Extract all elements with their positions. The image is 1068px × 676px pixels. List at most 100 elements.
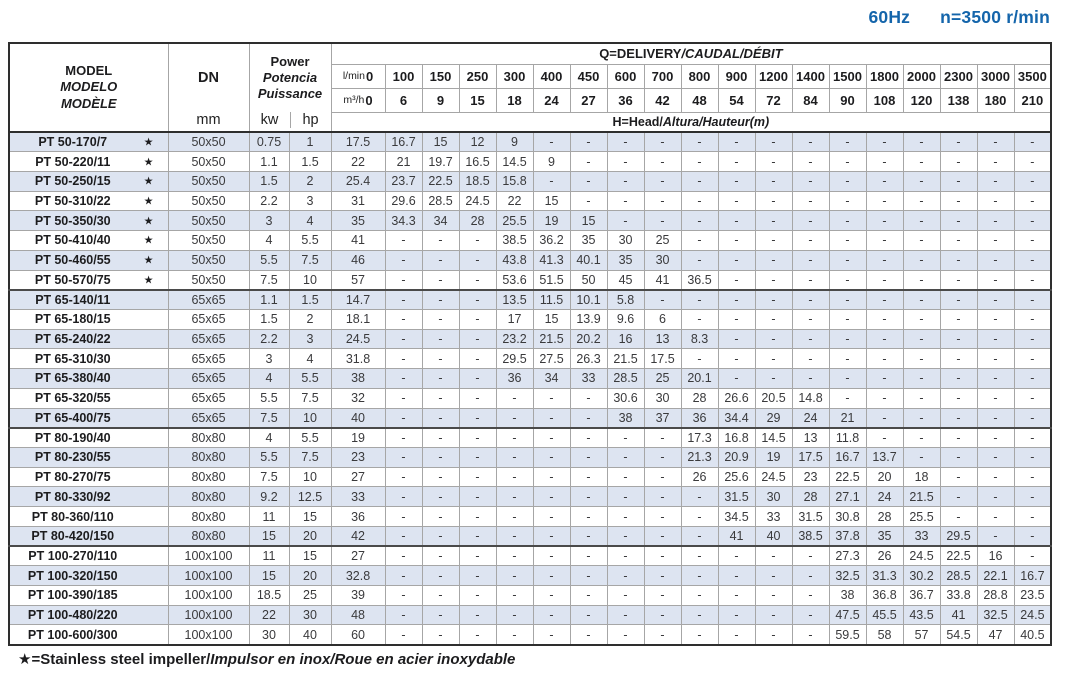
hp-cell: 10 [288, 269, 332, 291]
head-value-cell: - [717, 348, 756, 370]
table-row: PT 50-410/40 ★ 50x50 4 5.5 41- - -38.5 36.2 35 30 2… [8, 230, 1052, 251]
head-value-cell: - [384, 506, 423, 527]
head-value-cell: - [976, 170, 1015, 192]
head-value-cell: - [569, 466, 608, 488]
head-value-cell: - [754, 368, 793, 389]
dn-cell: 50x50 [167, 170, 250, 192]
table-row: PT 65-140/11 65x65 1.1 1.5 14.7- - -13.5 11.5 10… [8, 288, 1052, 310]
head-value-cell: - [569, 151, 608, 172]
m3h-row: m³/h 0 6 9 15 18 24 27 36 42 48 54 72 84 90 108 120 138 1… [9, 87, 1052, 113]
head-value-cell: - [1013, 328, 1052, 350]
head-value-cell: 15 [421, 131, 460, 153]
head-value-cell: - [902, 328, 941, 350]
lmin-zero-cell: l/min 0 [330, 63, 386, 89]
head-value-cell: - [717, 368, 756, 389]
head-value-cell: 31.5 [791, 506, 830, 527]
head-value-cell: - [865, 249, 904, 271]
model-name: PT 100-390/185 [27, 588, 118, 603]
head-value-cell: 8.3 [680, 328, 719, 350]
head-value-cell: 58 [865, 624, 904, 646]
dn-cell: 100x100 [167, 565, 250, 587]
head-value-cell: - [717, 308, 756, 330]
model-name: PT 50-220/11 [35, 154, 111, 169]
model-cell: PT 100-270/110 [8, 545, 169, 567]
lmin-row: l/min 0 100 150 250 300 400 450 600 700 800 900 120… [9, 63, 1052, 89]
hp-cell: 1.5 [288, 151, 332, 172]
head-value-cell: 32 [330, 387, 386, 409]
kw-cell: 0.75 [248, 131, 290, 153]
head-value-cell: - [1013, 151, 1052, 172]
head-value-cell: - [1013, 525, 1052, 547]
head-value-cell: 40 [330, 407, 386, 429]
head-value-cell: 16.7 [1013, 565, 1052, 587]
head-value-cell: - [458, 525, 497, 547]
head-value-cell: - [569, 387, 608, 409]
dn-cell: 80x80 [167, 486, 250, 508]
kw-cell: 3 [248, 348, 290, 370]
head-value-cell: - [939, 348, 978, 370]
head-value-cell: 24.5 [1013, 604, 1052, 626]
model-cell: PT 100-390/185 [8, 585, 169, 606]
model-name: PT 100-270/110 [28, 549, 118, 564]
flow-value-header: 90 [828, 87, 867, 113]
head-value-cell: - [791, 170, 830, 192]
hp-cell: 25 [288, 585, 332, 606]
head-value-cell: - [421, 426, 460, 448]
head-value-cell: 48 [330, 604, 386, 626]
head-value-cell: 33 [902, 525, 941, 547]
flow-value-header: 300 [495, 63, 534, 89]
head-value-cell: - [976, 249, 1015, 271]
head-label: H=Head/ [612, 114, 663, 129]
delivery-label-translated: /CAUDAL/DÉBIT [681, 46, 783, 62]
head-value-cell: 19.7 [421, 151, 460, 172]
head-value-cell: 29.5 [939, 525, 978, 547]
head-value-cell: 26 [680, 466, 719, 488]
hp-cell: 10 [288, 407, 332, 429]
head-value-cell: 22 [330, 151, 386, 172]
head-value-cell: 20.1 [680, 368, 719, 389]
head-value-cell: 6 [643, 308, 682, 330]
head-value-cell: 29 [754, 407, 793, 429]
head-value-cell: - [1013, 308, 1052, 330]
flow-value-header: 108 [865, 87, 904, 113]
head-value-cell: 33 [330, 486, 386, 508]
flow-value-header: 72 [754, 87, 793, 113]
head-value-cell: - [939, 131, 978, 153]
head-value-cell: 23.2 [495, 328, 534, 350]
head-value-cell: - [680, 545, 719, 567]
stainless-impeller-star-icon: ★ [143, 195, 154, 208]
head-value-cell: 20.5 [754, 387, 793, 409]
table-row: PT 50-220/11 ★ 50x50 1.1 1.5 22 21 19.7 16.5 14.5… [8, 151, 1052, 172]
hp-cell: 5.5 [288, 230, 332, 251]
head-value-cell: - [495, 604, 534, 626]
head-value-cell: 32.5 [976, 604, 1015, 626]
head-value-cell: - [717, 545, 756, 567]
table-header: MODEL MODELO MODÈLE DN mm Power [8, 42, 1052, 133]
head-value-cell: - [421, 585, 460, 606]
flow-value-header: 9 [421, 87, 460, 113]
head-value-cell: - [643, 190, 682, 212]
head-value-cell: - [865, 269, 904, 291]
head-value-cell: - [495, 447, 534, 468]
model-name: PT 50-310/22 [34, 194, 111, 209]
head-value-cell: - [606, 506, 645, 527]
head-value-cell: - [421, 368, 460, 389]
head-value-cell: - [606, 486, 645, 508]
head-value-cell: 17 [495, 308, 534, 330]
head-value-cell: 15.8 [495, 170, 534, 192]
head-value-cell: - [606, 170, 645, 192]
head-value-cell: - [828, 387, 867, 409]
head-value-cell: - [791, 190, 830, 212]
head-value-cell: 36 [495, 368, 534, 389]
head-value-cell: 28.5 [606, 368, 645, 389]
head-value-cell: - [458, 466, 497, 488]
head-value-cell: - [939, 486, 978, 508]
dn-cell: 50x50 [167, 210, 250, 232]
dn-cell: 100x100 [167, 585, 250, 606]
head-value-cell: - [828, 131, 867, 153]
head-value-cell: - [717, 170, 756, 192]
hp-cell: 15 [288, 545, 332, 567]
head-value-cell: - [791, 348, 830, 370]
head-value-cell: - [384, 604, 423, 626]
head-value-cell: - [976, 387, 1015, 409]
